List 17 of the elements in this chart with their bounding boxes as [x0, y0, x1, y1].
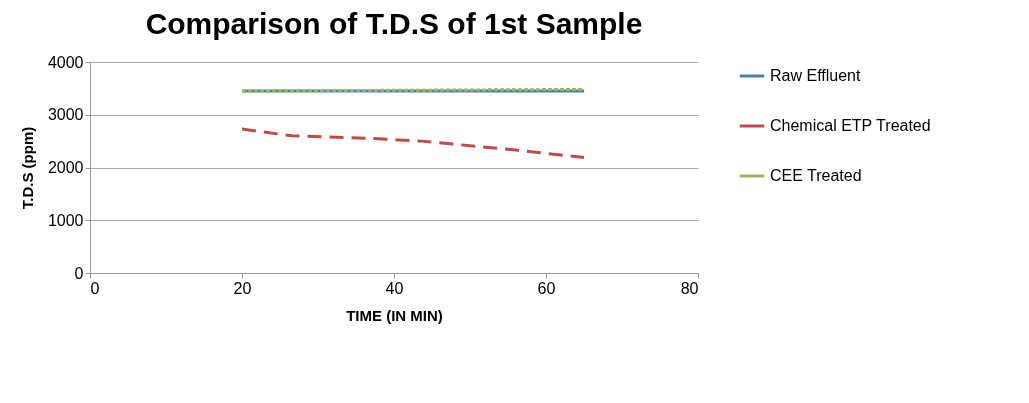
x-tick-label: 60	[537, 279, 556, 297]
x-tick-label: 20	[233, 279, 252, 297]
y-tick-label: 0	[74, 264, 84, 282]
x-tick-label: 80	[680, 279, 699, 297]
chart-title: Comparison of T.D.S of 1st Sample	[145, 7, 643, 40]
x-tick-label: 0	[90, 279, 100, 297]
legend-label: Raw Effluent	[770, 67, 861, 84]
y-tick-label: 4000	[47, 53, 84, 71]
legend-label: CEE Treated	[770, 167, 862, 184]
y-tick-label: 3000	[47, 106, 84, 124]
y-tick-label: 1000	[47, 211, 84, 229]
x-axis-title: TIME (IN MIN)	[346, 306, 443, 324]
line-series	[240, 127, 586, 159]
x-tick-label: 40	[385, 279, 404, 297]
legend-label: Chemical ETP Treated	[770, 117, 931, 134]
y-tick-label: 2000	[47, 159, 84, 176]
y-axis-title: T.D.S (ppm)	[18, 126, 36, 210]
